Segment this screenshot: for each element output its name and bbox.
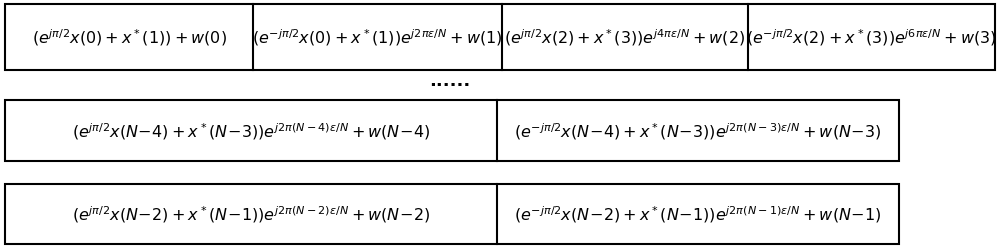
- Bar: [5, 184, 899, 244]
- Bar: [5, 101, 899, 161]
- Text: $(e^{-j\pi/2}x(N\!-\!2)+x^*(N\!-\!1))e^{j2\pi(N-1)\varepsilon/N}+w(N\!-\!1)$: $(e^{-j\pi/2}x(N\!-\!2)+x^*(N\!-\!1))e^{…: [514, 204, 882, 225]
- Text: $(e^{j\pi/2}x(N\!-\!2)+x^*(N\!-\!1))e^{j2\pi(N-2)\varepsilon/N}+w(N\!-\!2)$: $(e^{j\pi/2}x(N\!-\!2)+x^*(N\!-\!1))e^{j…: [72, 204, 430, 225]
- Text: $(e^{-j\pi/2}x(2)+x^*(3))e^{j6\pi\varepsilon/N}+w(3)$: $(e^{-j\pi/2}x(2)+x^*(3))e^{j6\pi\vareps…: [746, 27, 997, 48]
- Text: $(e^{-j\pi/2}x(N\!-\!4)+x^*(N\!-\!3))e^{j2\pi(N-3)\varepsilon/N}+w(N\!-\!3)$: $(e^{-j\pi/2}x(N\!-\!4)+x^*(N\!-\!3))e^{…: [514, 121, 882, 141]
- Bar: [5, 5, 995, 71]
- Text: $(e^{j\pi/2}x(0)+x^*(1))+w(0)$: $(e^{j\pi/2}x(0)+x^*(1))+w(0)$: [32, 27, 226, 48]
- Text: $(e^{-j\pi/2}x(0)+x^*(1))e^{j2\pi\varepsilon/N}+w(1)$: $(e^{-j\pi/2}x(0)+x^*(1))e^{j2\pi\vareps…: [252, 27, 503, 48]
- Text: $(e^{j\pi/2}x(N\!-\!4)+x^*(N\!-\!3))e^{j2\pi(N-4)\varepsilon/N}+w(N\!-\!4)$: $(e^{j\pi/2}x(N\!-\!4)+x^*(N\!-\!3))e^{j…: [72, 121, 430, 141]
- Text: ......: ......: [429, 72, 471, 90]
- Text: $(e^{j\pi/2}x(2)+x^*(3))e^{j4\pi\varepsilon/N}+w(2)$: $(e^{j\pi/2}x(2)+x^*(3))e^{j4\pi\varepsi…: [504, 27, 746, 48]
